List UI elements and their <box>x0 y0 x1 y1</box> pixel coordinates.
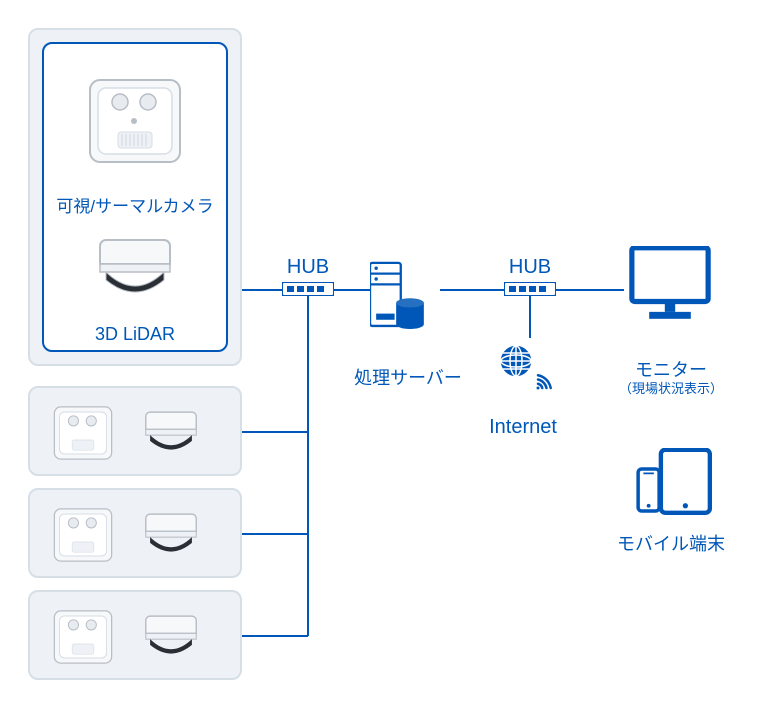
mobile-devices-icon <box>636 448 712 518</box>
hub-2-icon <box>504 282 556 296</box>
sensor-group-3 <box>28 590 242 680</box>
thermal-camera-icon <box>80 66 190 176</box>
camera-label: 可視/サーマルカメラ <box>50 192 220 217</box>
lidar-label: 3D LiDAR <box>50 324 220 345</box>
monitor-sublabel: （現場状況表示） <box>616 378 726 397</box>
internet-globe-icon <box>500 340 560 400</box>
monitor-icon <box>624 246 716 324</box>
sensor-group-2 <box>28 488 242 578</box>
hub-1-label: HUB <box>280 256 336 279</box>
server-icon <box>370 258 430 340</box>
network-diagram: 可視/サーマルカメラ 3D LiDAR HUB HUB 処理サーバー Inter… <box>0 0 781 701</box>
server-label: 処理サーバー <box>348 364 468 390</box>
hub-1-icon <box>282 282 334 296</box>
internet-label: Internet <box>478 416 568 439</box>
mobile-label: モバイル端末 <box>616 530 726 556</box>
sensor-group-1 <box>28 386 242 476</box>
hub-2-label: HUB <box>502 256 558 279</box>
lidar-icon <box>92 226 178 312</box>
